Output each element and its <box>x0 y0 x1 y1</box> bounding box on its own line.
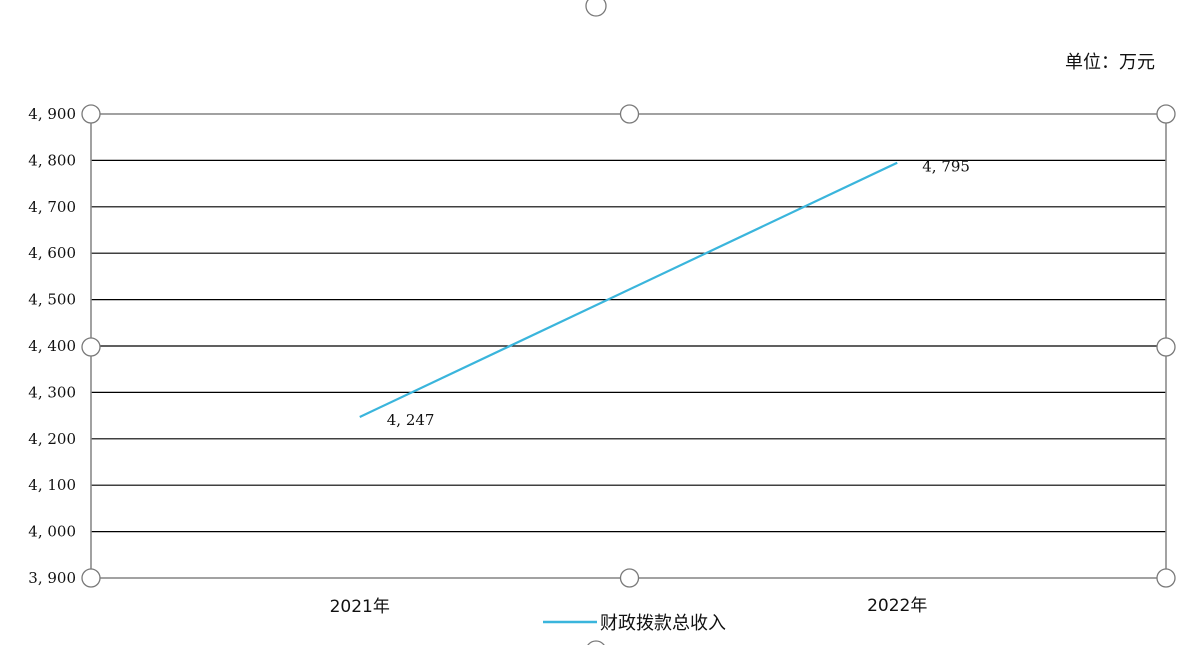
x-axis-category-labels: 2021年 2022年 <box>330 596 928 617</box>
data-label: 4, 795 <box>922 158 970 176</box>
legend: 财政拨款总收入 <box>543 613 726 634</box>
gridlines <box>91 159 1166 533</box>
y-tick-label: 4, 800 <box>28 151 76 169</box>
resize-handle[interactable] <box>81 337 101 357</box>
y-tick-label: 4, 500 <box>28 291 76 309</box>
outer-resize-handle[interactable] <box>586 640 606 645</box>
resize-handle[interactable] <box>1156 337 1176 357</box>
resize-handle[interactable] <box>81 104 101 124</box>
y-tick-label: 4, 200 <box>28 430 76 448</box>
y-tick-label: 4, 300 <box>28 383 76 401</box>
data-label: 4, 247 <box>387 411 435 429</box>
y-tick-label: 3, 900 <box>28 569 76 587</box>
resize-handle[interactable] <box>619 104 640 124</box>
x-category-label: 2022年 <box>867 596 927 616</box>
resize-handle[interactable] <box>1156 104 1176 124</box>
y-tick-label: 4, 100 <box>28 476 76 494</box>
y-tick-label: 4, 600 <box>28 244 76 262</box>
x-category-label: 2021年 <box>330 597 390 617</box>
y-tick-label: 4, 900 <box>28 105 76 123</box>
y-axis-tick-labels: 3, 900 4, 000 4, 100 4, 200 4, 300 4, 400 4, 5… <box>28 105 76 587</box>
y-tick-label: 4, 700 <box>28 198 76 216</box>
frame-resize-handles[interactable] <box>81 104 1176 588</box>
resize-handle[interactable] <box>619 568 640 588</box>
resize-handle[interactable] <box>81 568 101 588</box>
unit-label: 单位：万元 <box>1065 52 1155 73</box>
series-line <box>359 161 898 418</box>
outer-resize-handle[interactable] <box>585 0 607 17</box>
legend-label: 财政拨款总收入 <box>600 613 726 634</box>
y-tick-label: 4, 000 <box>28 523 76 541</box>
series-layer: 4, 247 4, 795 <box>359 158 970 429</box>
y-tick-label: 4, 400 <box>28 337 76 355</box>
selection-handles <box>585 0 607 645</box>
resize-handle[interactable] <box>1156 568 1176 588</box>
